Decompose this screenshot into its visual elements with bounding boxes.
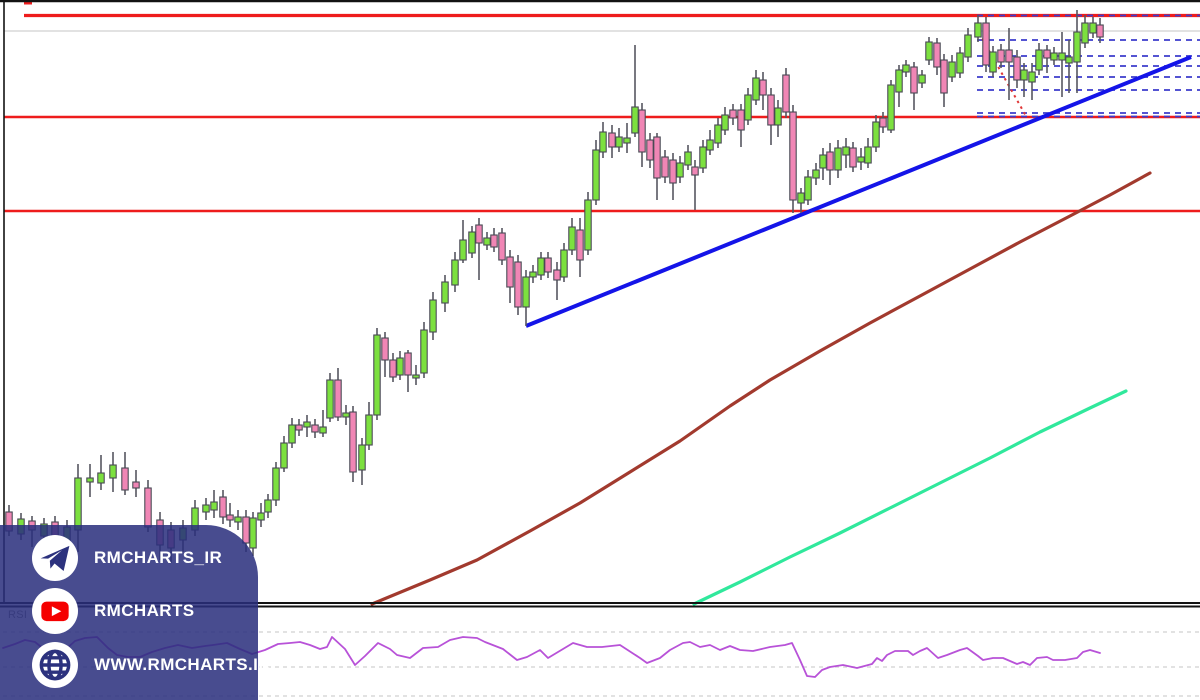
branding-row-website: WWW.RMCHARTS.IR bbox=[0, 642, 271, 689]
branding-watermark-panel: RMCHARTS_IR RMCHARTS bbox=[0, 525, 271, 700]
branding-row-telegram: RMCHARTS_IR bbox=[0, 534, 258, 581]
youtube-icon bbox=[32, 588, 78, 635]
telegram-handle: RMCHARTS_IR bbox=[94, 547, 223, 567]
telegram-icon bbox=[32, 534, 78, 581]
website-url: WWW.RMCHARTS.IR bbox=[94, 655, 271, 675]
branding-row-youtube: RMCHARTS bbox=[0, 588, 258, 635]
globe-icon bbox=[32, 642, 78, 689]
youtube-handle: RMCHARTS bbox=[94, 601, 195, 621]
